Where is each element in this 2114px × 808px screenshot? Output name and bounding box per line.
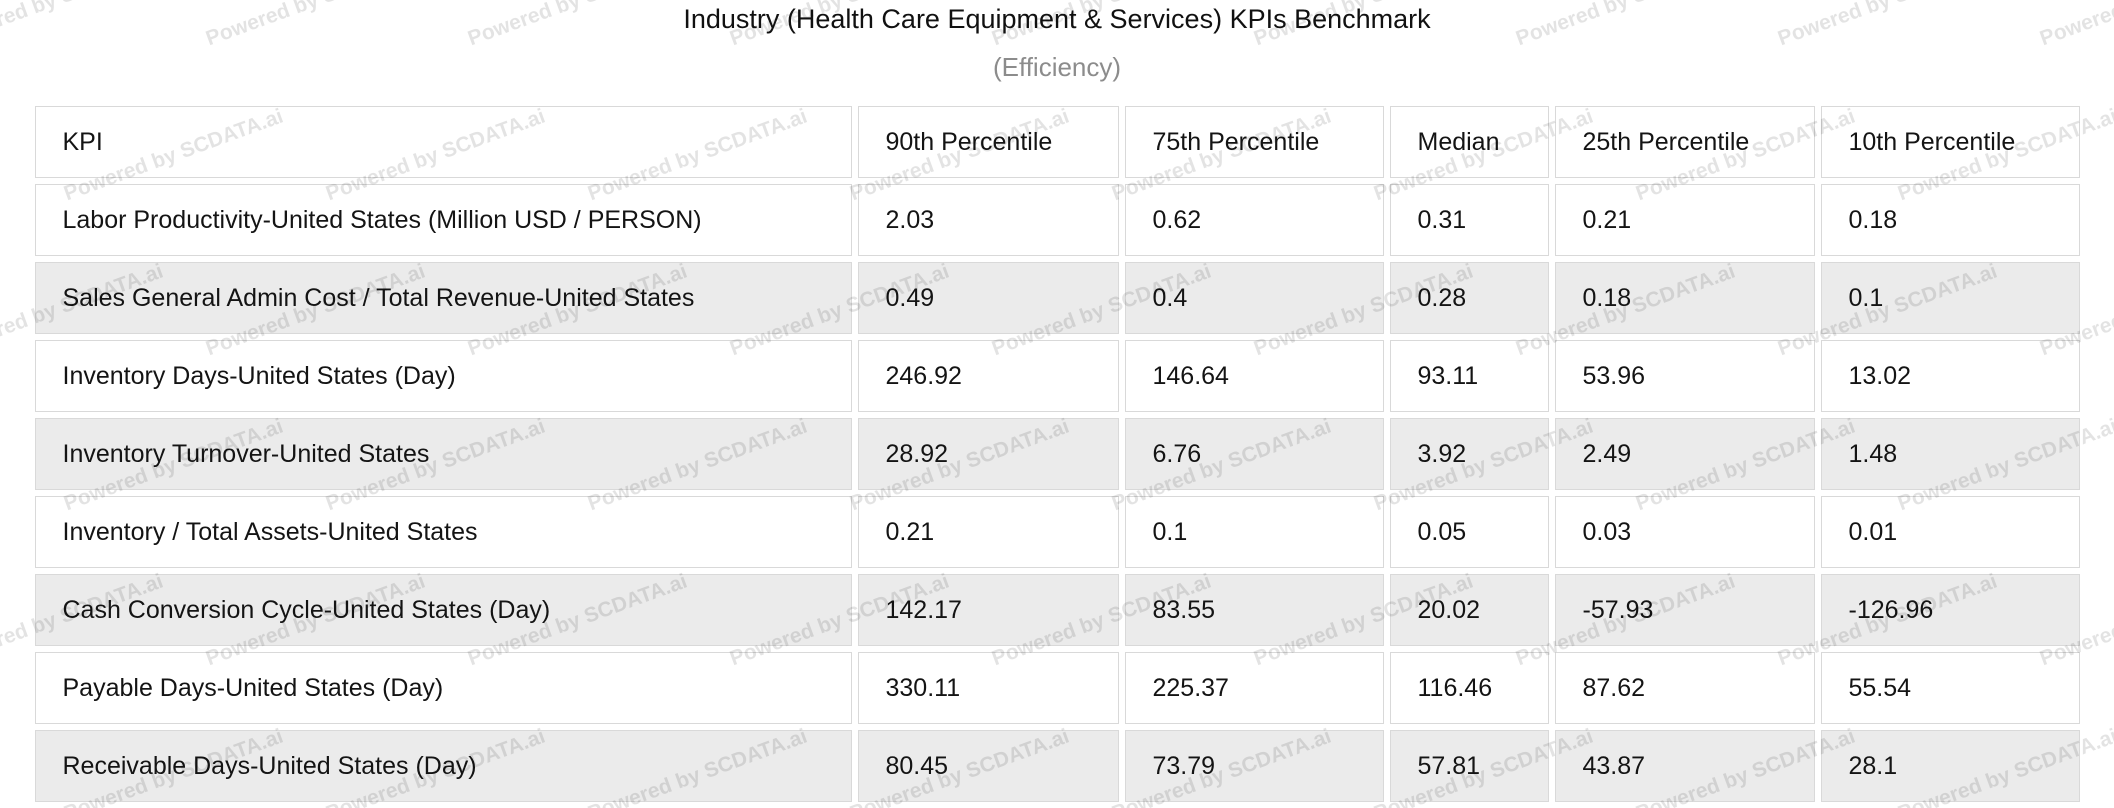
value-cell: 0.21 (857, 496, 1119, 568)
value-cell: 2.03 (857, 184, 1119, 256)
value-cell: 0.03 (1554, 496, 1815, 568)
column-header-median: Median (1389, 106, 1549, 178)
table-row: Inventory Turnover-United States 28.92 6.7… (34, 418, 2080, 490)
header-row: KPI 90th Percentile 75th Percentile Medi… (34, 106, 2080, 178)
column-header-10th-percentile: 10th Percentile (1820, 106, 2080, 178)
value-cell: 83.55 (1124, 574, 1384, 646)
kpi-cell: Inventory Days-United States (Day) (34, 340, 852, 412)
value-cell: 93.11 (1389, 340, 1549, 412)
column-header-25th-percentile: 25th Percentile (1554, 106, 1815, 178)
value-cell: 13.02 (1820, 340, 2080, 412)
value-cell: 330.11 (857, 652, 1119, 724)
value-cell: 55.54 (1820, 652, 2080, 724)
value-cell: 0.18 (1820, 184, 2080, 256)
value-cell: 0.18 (1554, 262, 1815, 334)
value-cell: 0.49 (857, 262, 1119, 334)
table-row: Receivable Days-United States (Day) 80.45… (34, 730, 2080, 802)
table-row: Labor Productivity-United States (Millio… (34, 184, 2080, 256)
table-header: KPI 90th Percentile 75th Percentile Medi… (34, 106, 2080, 178)
value-cell: 20.02 (1389, 574, 1549, 646)
column-header-75th-percentile: 75th Percentile (1124, 106, 1384, 178)
table-row: Payable Days-United States (Day) 330.11 22… (34, 652, 2080, 724)
value-cell: 2.49 (1554, 418, 1815, 490)
page-title: Industry (Health Care Equipment & Servic… (683, 4, 1431, 34)
kpi-cell: Payable Days-United States (Day) (34, 652, 852, 724)
value-cell: 57.81 (1389, 730, 1549, 802)
kpi-cell: Labor Productivity-United States (Millio… (34, 184, 852, 256)
page-subtitle: (Efficiency) (992, 52, 1122, 82)
value-cell: 0.28 (1389, 262, 1549, 334)
value-cell: 6.76 (1124, 418, 1384, 490)
value-cell: 0.31 (1389, 184, 1549, 256)
value-cell: 0.4 (1124, 262, 1384, 334)
value-cell: 43.87 (1554, 730, 1815, 802)
value-cell: 0.62 (1124, 184, 1384, 256)
value-cell: 0.01 (1820, 496, 2080, 568)
value-cell: 3.92 (1389, 418, 1549, 490)
value-cell: 142.17 (857, 574, 1119, 646)
value-cell: 73.79 (1124, 730, 1384, 802)
kpi-cell: Inventory Turnover-United States (34, 418, 852, 490)
table-row: Sales General Admin Cost / Total Revenue… (34, 262, 2080, 334)
value-cell: 0.1 (1124, 496, 1384, 568)
value-cell: 116.46 (1389, 652, 1549, 724)
kpi-cell: Cash Conversion Cycle-United States (Day… (34, 574, 852, 646)
value-cell: 246.92 (857, 340, 1119, 412)
table-row: Inventory / Total Assets-United States 0.… (34, 496, 2080, 568)
value-cell: 225.37 (1124, 652, 1384, 724)
kpi-cell: Inventory / Total Assets-United States (34, 496, 852, 568)
column-header-kpi: KPI (34, 106, 852, 178)
value-cell: 1.48 (1820, 418, 2080, 490)
column-header-90th-percentile: 90th Percentile (857, 106, 1119, 178)
value-cell: 87.62 (1554, 652, 1815, 724)
value-cell: -57.93 (1554, 574, 1815, 646)
kpi-benchmark-table: KPI 90th Percentile 75th Percentile Medi… (29, 100, 2086, 808)
value-cell: 0.21 (1554, 184, 1815, 256)
value-cell: 53.96 (1554, 340, 1815, 412)
value-cell: 80.45 (857, 730, 1119, 802)
value-cell: 0.05 (1389, 496, 1549, 568)
table-row: Cash Conversion Cycle-United States (Day… (34, 574, 2080, 646)
value-cell: 0.1 (1820, 262, 2080, 334)
table-body: Labor Productivity-United States (Millio… (34, 184, 2080, 802)
kpi-cell: Sales General Admin Cost / Total Revenue… (34, 262, 852, 334)
value-cell: 28.92 (857, 418, 1119, 490)
table-row: Inventory Days-United States (Day) 246.92… (34, 340, 2080, 412)
value-cell: 146.64 (1124, 340, 1384, 412)
value-cell: -126.96 (1820, 574, 2080, 646)
kpi-cell: Receivable Days-United States (Day) (34, 730, 852, 802)
value-cell: 28.1 (1820, 730, 2080, 802)
